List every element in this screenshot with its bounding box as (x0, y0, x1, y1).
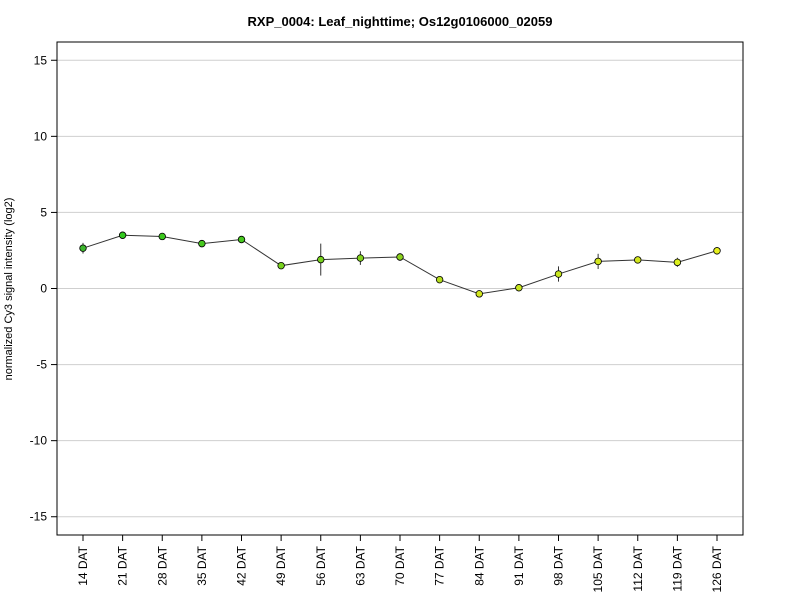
grid-lines (57, 59, 743, 518)
y-tick-label: 10 (34, 129, 48, 143)
x-axis: 14 DAT 21 DAT 28 DAT 35 DAT 42 DAT 49 DAT 56 D… (76, 535, 724, 592)
y-tick-label: 0 (40, 282, 47, 296)
y-tick-label: -15 (30, 510, 48, 524)
series-line (82, 234, 718, 295)
y-axis-label: normalized Cy3 signal intensity (log2) (3, 198, 15, 381)
x-tick-label: 77 DAT (433, 545, 447, 585)
y-axis: -15 -10 -5 0 5 10 15 (30, 53, 57, 524)
data-point (435, 275, 444, 284)
data-point (634, 256, 642, 264)
x-tick-label: 21 DAT (116, 545, 130, 585)
x-tick-label: 105 DAT (591, 545, 605, 592)
y-tick-label: -10 (30, 434, 48, 448)
data-point (594, 257, 602, 266)
x-tick-label: 49 DAT (274, 545, 288, 585)
x-tick-label: 98 DAT (552, 545, 566, 585)
x-tick-label: 84 DAT (472, 545, 486, 585)
data-point (673, 258, 682, 267)
error-bars (82, 233, 718, 296)
x-tick-label: 119 DAT (670, 545, 684, 591)
x-tick-label: 35 DAT (195, 545, 209, 585)
x-tick-label: 56 DAT (314, 545, 328, 585)
y-tick-label: -5 (36, 358, 47, 372)
data-point (475, 290, 483, 298)
x-tick-label: 126 DAT (710, 545, 724, 592)
y-tick-label: 15 (34, 53, 48, 67)
x-tick-label: 42 DAT (235, 545, 249, 585)
data-point (356, 254, 365, 262)
data-point (198, 239, 206, 248)
data-point (515, 284, 523, 292)
chart-title: RXP_0004: Leaf_nighttime; Os12g0106000_0… (248, 14, 553, 29)
x-tick-label: 70 DAT (393, 545, 407, 585)
data-point (79, 244, 87, 252)
y-tick-label: 5 (40, 205, 47, 219)
x-tick-label: 63 DAT (353, 545, 367, 585)
x-tick-label: 28 DAT (155, 545, 169, 585)
data-point (158, 232, 166, 241)
data-point (396, 253, 404, 261)
x-tick-label: 14 DAT (76, 545, 90, 585)
x-tick-label: 112 DAT (631, 545, 645, 591)
data-point (554, 270, 563, 278)
data-point (713, 247, 721, 255)
data-point (237, 235, 246, 244)
data-points (79, 231, 721, 298)
data-point (277, 261, 285, 270)
series-polyline (82, 234, 718, 295)
data-point (317, 255, 325, 264)
x-tick-label: 91 DAT (512, 545, 526, 585)
data-point (118, 231, 127, 239)
